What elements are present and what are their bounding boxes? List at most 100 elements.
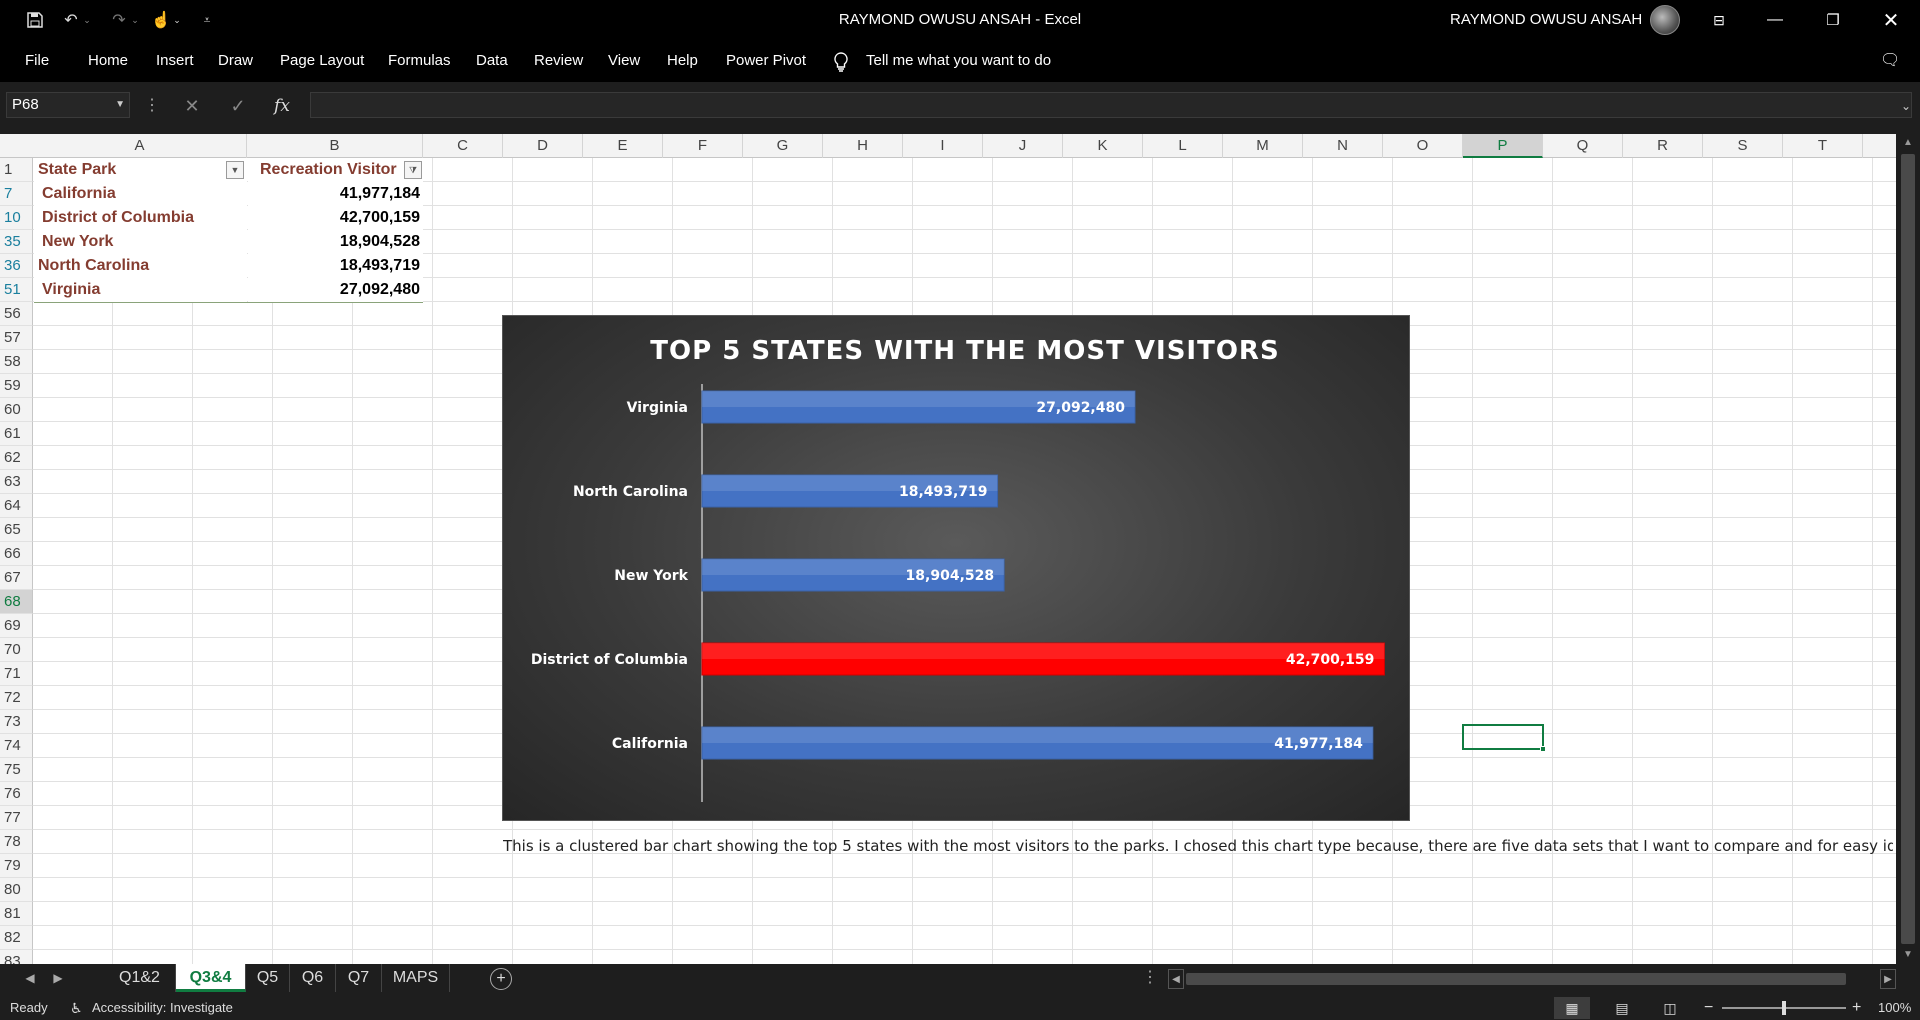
row-header-81[interactable]: 81 [0, 902, 33, 926]
user-name[interactable]: RAYMOND OWUSU ANSAH [1450, 11, 1643, 28]
undo-icon[interactable]: ↶ [64, 12, 78, 29]
customize-icon[interactable]: ⩡ [203, 12, 211, 27]
column-header-k[interactable]: K [1063, 134, 1143, 158]
category-label[interactable]: North Carolina [573, 484, 688, 500]
column-header-t[interactable]: T [1783, 134, 1863, 158]
touch-dropdown-icon[interactable]: ⌄ [173, 14, 181, 25]
insert-function-icon[interactable]: fx [274, 96, 290, 116]
row-header-67[interactable]: 67 [0, 566, 33, 590]
row-header-63[interactable]: 63 [0, 470, 33, 494]
column-header-s[interactable]: S [1703, 134, 1783, 158]
row-header-74[interactable]: 74 [0, 734, 33, 758]
column-header-h[interactable]: H [823, 134, 903, 158]
row-header-56[interactable]: 56 [0, 302, 33, 326]
row-header-58[interactable]: 58 [0, 350, 33, 374]
row-header-77[interactable]: 77 [0, 806, 33, 830]
horizontal-scroll-thumb[interactable] [1186, 973, 1846, 985]
name-box[interactable]: P68 ▼ [6, 92, 130, 118]
enter-icon[interactable]: ✓ [230, 96, 246, 116]
sheet-tab-q7[interactable]: Q7 [336, 964, 382, 992]
row-header-78[interactable]: 78 [0, 830, 33, 854]
chart-description[interactable]: This is a clustered bar chart showing th… [503, 837, 1893, 855]
row-header-70[interactable]: 70 [0, 638, 33, 662]
category-label[interactable]: New York [614, 568, 688, 584]
scroll-right-icon[interactable]: ▶ [1880, 969, 1896, 989]
table-cell-park[interactable]: New York [34, 230, 247, 254]
row-header-72[interactable]: 72 [0, 686, 33, 710]
column-header-e[interactable]: E [583, 134, 663, 158]
column-header-b[interactable]: B [247, 134, 423, 158]
tab-file[interactable]: File [25, 52, 50, 69]
row-header-75[interactable]: 75 [0, 758, 33, 782]
scroll-left-icon[interactable]: ◀ [1168, 969, 1184, 989]
add-sheet-button[interactable]: + [490, 968, 512, 990]
row-header-1[interactable]: 1 [0, 158, 33, 182]
row-header-61[interactable]: 61 [0, 422, 33, 446]
filter-applied-button[interactable]: ⧩ [404, 161, 422, 179]
row-header-57[interactable]: 57 [0, 326, 33, 350]
data-label[interactable]: 27,092,480 [1036, 400, 1125, 416]
row-header-65[interactable]: 65 [0, 518, 33, 542]
bar-new-york[interactable] [701, 558, 1005, 592]
row-header-83[interactable]: 83 [0, 950, 33, 964]
tab-view[interactable]: View [608, 52, 641, 69]
column-header-n[interactable]: N [1303, 134, 1383, 158]
row-header-7[interactable]: 7 [0, 182, 33, 206]
zoom-out-icon[interactable]: − [1704, 999, 1714, 1016]
table-cell-visitors[interactable]: 18,904,528 [248, 230, 423, 254]
tab-power-pivot[interactable]: Power Pivot [726, 52, 807, 69]
redo-icon[interactable]: ↷ [112, 12, 126, 29]
table-cell-visitors[interactable]: 41,977,184 [248, 182, 423, 206]
cancel-icon[interactable]: ✕ [184, 96, 200, 116]
accessibility-icon[interactable]: ♿︎ [70, 1000, 83, 1016]
page-break-view-icon[interactable]: ◫ [1663, 1000, 1677, 1016]
row-header-71[interactable]: 71 [0, 662, 33, 686]
close-icon[interactable]: ✕ [1882, 9, 1900, 32]
page-layout-view-icon[interactable]: ▤ [1615, 1000, 1629, 1016]
zoom-slider-thumb[interactable] [1782, 1001, 1786, 1015]
touch-mode-icon[interactable]: ☝ [151, 12, 171, 29]
tab-split-icon[interactable]: ⋮ [1142, 969, 1158, 986]
row-header-73[interactable]: 73 [0, 710, 33, 734]
data-label[interactable]: 42,700,159 [1286, 652, 1375, 668]
data-label[interactable]: 18,493,719 [899, 484, 988, 500]
filter-dropdown-button[interactable]: ▼ [226, 161, 244, 179]
comments-icon[interactable]: 🗨︎ [1880, 52, 1901, 69]
tab-page-layout[interactable]: Page Layout [280, 52, 365, 69]
column-header-f[interactable]: F [663, 134, 743, 158]
next-sheet-icon[interactable]: ▶ [53, 971, 63, 985]
redo-dropdown-icon[interactable]: ⌄ [131, 14, 139, 25]
bar-california[interactable] [701, 726, 1374, 760]
ribbon-display-icon[interactable]: ⊟ [1713, 11, 1725, 28]
data-label[interactable]: 41,977,184 [1274, 736, 1363, 752]
row-header-51[interactable]: 51 [0, 278, 33, 302]
fill-handle[interactable] [1540, 746, 1546, 752]
vertical-scroll-thumb[interactable] [1901, 154, 1915, 944]
row-header-76[interactable]: 76 [0, 782, 33, 806]
category-label[interactable]: District of Columbia [531, 652, 688, 668]
column-header-j[interactable]: J [983, 134, 1063, 158]
header-state-park[interactable]: State Park [34, 158, 247, 182]
column-header-p[interactable]: P [1463, 134, 1543, 158]
row-header-80[interactable]: 80 [0, 878, 33, 902]
formula-input[interactable] [310, 92, 1912, 118]
scroll-down-icon[interactable]: ▼ [1903, 949, 1913, 960]
table-cell-visitors[interactable]: 42,700,159 [248, 206, 423, 230]
bar-north-carolina[interactable] [701, 474, 999, 508]
column-header-l[interactable]: L [1143, 134, 1223, 158]
row-header-59[interactable]: 59 [0, 374, 33, 398]
data-label[interactable]: 18,904,528 [906, 568, 995, 584]
column-header-c[interactable]: C [423, 134, 503, 158]
table-cell-visitors[interactable]: 27,092,480 [248, 278, 423, 302]
chevron-down-icon[interactable]: ▼ [115, 99, 125, 110]
column-header-q[interactable]: Q [1543, 134, 1623, 158]
more-icon[interactable]: ⋮ [144, 97, 160, 114]
normal-view-icon[interactable]: ▦ [1554, 997, 1590, 1019]
row-header-10[interactable]: 10 [0, 206, 33, 230]
row-header-68[interactable]: 68 [0, 590, 33, 614]
sheet-tab-q34[interactable]: Q3&4 [176, 964, 246, 992]
row-header-64[interactable]: 64 [0, 494, 33, 518]
sheet-tab-q12[interactable]: Q1&2 [104, 964, 176, 992]
sheet-tab-maps[interactable]: MAPS [382, 964, 450, 992]
